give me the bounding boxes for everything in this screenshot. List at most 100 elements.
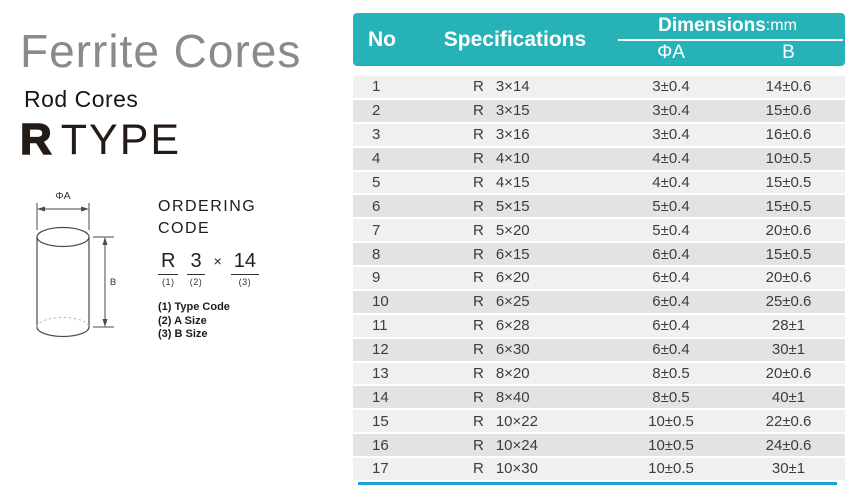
row-no-cell: 13 xyxy=(372,364,389,382)
header-dimensions-title: Dimensions xyxy=(658,15,766,36)
row-dim-b-cell: 15±0.5 xyxy=(765,245,812,263)
row-spec-type: R xyxy=(473,102,484,120)
row-spec-type: R xyxy=(473,78,484,96)
row-dim-a-cell: 6±0.4 xyxy=(652,269,690,287)
row-no-cell: 9 xyxy=(372,269,381,287)
row-dim-b-cell: 28±1 xyxy=(771,317,806,335)
table-row: 6 R 5×15 5±0.4 15±0.5 xyxy=(353,195,845,220)
dim-a-arrow-left xyxy=(37,206,45,212)
row-dim-a-cell: 10±0.5 xyxy=(648,460,694,478)
row-no-cell: 14 xyxy=(372,388,389,406)
code-part: R (1) xyxy=(158,250,179,287)
row-no-cell: 12 xyxy=(372,341,389,359)
header-dimensions-group: Dimensions:mm ΦA B xyxy=(610,13,845,66)
row-dim-b-cell: 20±0.6 xyxy=(765,364,812,382)
row-no-cell: 5 xyxy=(372,173,381,191)
row-spec-type: R xyxy=(473,221,484,239)
row-dim-a-cell: 10±0.5 xyxy=(648,436,694,454)
row-spec-cell: R 4×10 xyxy=(420,150,610,167)
row-spec-size: 10×22 xyxy=(495,412,538,430)
row-spec-cell: R 10×22 xyxy=(420,413,610,430)
header-no: No xyxy=(368,27,396,51)
row-no-cell: 3 xyxy=(372,126,381,144)
row-spec-type: R xyxy=(473,293,484,311)
row-spec-size: 6×20 xyxy=(495,269,530,287)
header-dimension-columns: ΦA B xyxy=(610,41,845,67)
row-no-cell: 6 xyxy=(372,197,381,215)
row-spec-size: 6×30 xyxy=(495,341,530,359)
header-dimensions-unit: :mm xyxy=(765,17,797,34)
row-dim-a-cell: 3±0.4 xyxy=(652,126,690,144)
cylinder-hidden-arc xyxy=(36,317,90,328)
row-dim-a-cell: 8±0.5 xyxy=(652,388,690,406)
row-spec-type: R xyxy=(473,150,484,168)
table-row: 9 R 6×20 6±0.4 20±0.6 xyxy=(353,267,845,291)
table-row: 4 R 4×10 4±0.4 10±0.5 xyxy=(353,147,845,172)
header-col-phi-a: ΦA xyxy=(657,42,685,64)
ordering-code-example: R (1) 3 (2) × 14 (3) xyxy=(158,250,338,287)
row-spec-cell: R 6×25 xyxy=(420,293,610,310)
dim-b-arrow-bottom xyxy=(102,319,108,327)
table-row: 12 R 6×30 6±0.4 30±1 xyxy=(353,338,845,363)
table-row: 3 R 3×16 3±0.4 16±0.6 xyxy=(353,123,845,148)
row-spec-cell: R 3×14 xyxy=(420,78,610,95)
table-rows: 1 R 3×14 3±0.4 14±0.6 2 R 3×15 3±0.4 15±0.6 3 R 3×16… xyxy=(353,76,845,480)
row-dim-a-cell: 5±0.4 xyxy=(652,197,690,215)
page-title: Ferrite Cores xyxy=(20,25,302,77)
ordering-heading-line1: ORDERING xyxy=(158,198,257,215)
legend-line: (3) B Size xyxy=(158,328,208,340)
ordering-code-legend: (1) Type Code (2) A Size (3) B Size xyxy=(158,301,338,342)
row-no-cell: 7 xyxy=(372,221,381,239)
type-label: R TYPE xyxy=(19,116,182,164)
row-spec-size: 8×20 xyxy=(495,364,530,382)
table-bottom-accent-line xyxy=(358,481,837,485)
table-header: No Specifications Dimensions:mm ΦA B xyxy=(353,13,845,66)
table-row: 7 R 5×20 5±0.4 20±0.6 xyxy=(353,219,845,244)
row-spec-cell: R 3×16 xyxy=(420,126,610,143)
row-spec-size: 6×15 xyxy=(495,245,530,263)
row-dim-b-cell: 15±0.6 xyxy=(765,102,812,120)
header-specifications: Specifications xyxy=(443,27,587,51)
row-dim-a-cell: 5±0.4 xyxy=(652,221,690,239)
table-row: 2 R 3×15 3±0.4 15±0.6 xyxy=(353,99,845,124)
row-no-cell: 17 xyxy=(372,460,389,478)
row-spec-cell: R 5×15 xyxy=(420,198,610,215)
type-label-word: TYPE xyxy=(60,116,182,164)
row-no-cell: 4 xyxy=(372,150,381,168)
row-dim-a-cell: 10±0.5 xyxy=(648,412,694,430)
row-no-cell: 8 xyxy=(372,245,381,263)
row-spec-type: R xyxy=(473,173,484,191)
row-spec-size: 3×15 xyxy=(495,102,530,120)
dim-b-arrow-top xyxy=(102,237,108,245)
row-dim-a-cell: 4±0.4 xyxy=(652,173,690,191)
code-part-char: 3 xyxy=(187,250,205,275)
cylinder-bottom-arc xyxy=(36,326,90,338)
row-no-cell: 11 xyxy=(372,317,388,335)
row-no-cell: 16 xyxy=(372,436,389,454)
row-dim-a-cell: 3±0.4 xyxy=(652,78,690,96)
row-spec-type: R xyxy=(473,460,484,478)
row-spec-type: R xyxy=(473,317,484,335)
row-spec-size: 10×30 xyxy=(495,460,538,478)
row-spec-cell: R 10×24 xyxy=(420,437,610,454)
row-no-cell: 1 xyxy=(372,78,381,96)
row-spec-size: 8×40 xyxy=(495,388,530,406)
page-subtitle: Rod Cores xyxy=(24,86,139,112)
table-row: 16 R 10×24 10±0.5 24±0.6 xyxy=(353,434,845,458)
ordering-code-section: ORDERING CODE R (1) 3 (2) × 14 (3) (1) Type Co… xyxy=(158,196,338,342)
row-spec-cell: R 6×15 xyxy=(420,246,610,263)
row-spec-type: R xyxy=(473,245,484,263)
table-row: 8 R 6×15 6±0.4 15±0.5 xyxy=(353,243,845,267)
row-dim-a-cell: 8±0.5 xyxy=(652,364,690,382)
row-dim-b-cell: 24±0.6 xyxy=(765,436,812,454)
row-spec-type: R xyxy=(473,126,484,144)
row-spec-type: R xyxy=(473,436,484,454)
code-separator: × xyxy=(213,253,222,269)
row-dim-b-cell: 20±0.6 xyxy=(765,221,812,239)
row-dim-b-cell: 15±0.5 xyxy=(765,173,812,191)
table-row: 13 R 8×20 8±0.5 20±0.6 xyxy=(353,362,845,387)
table-row: 10 R 6×25 6±0.4 25±0.6 xyxy=(353,290,845,315)
row-spec-cell: R 8×40 xyxy=(420,389,610,406)
row-spec-size: 3×14 xyxy=(495,78,530,96)
